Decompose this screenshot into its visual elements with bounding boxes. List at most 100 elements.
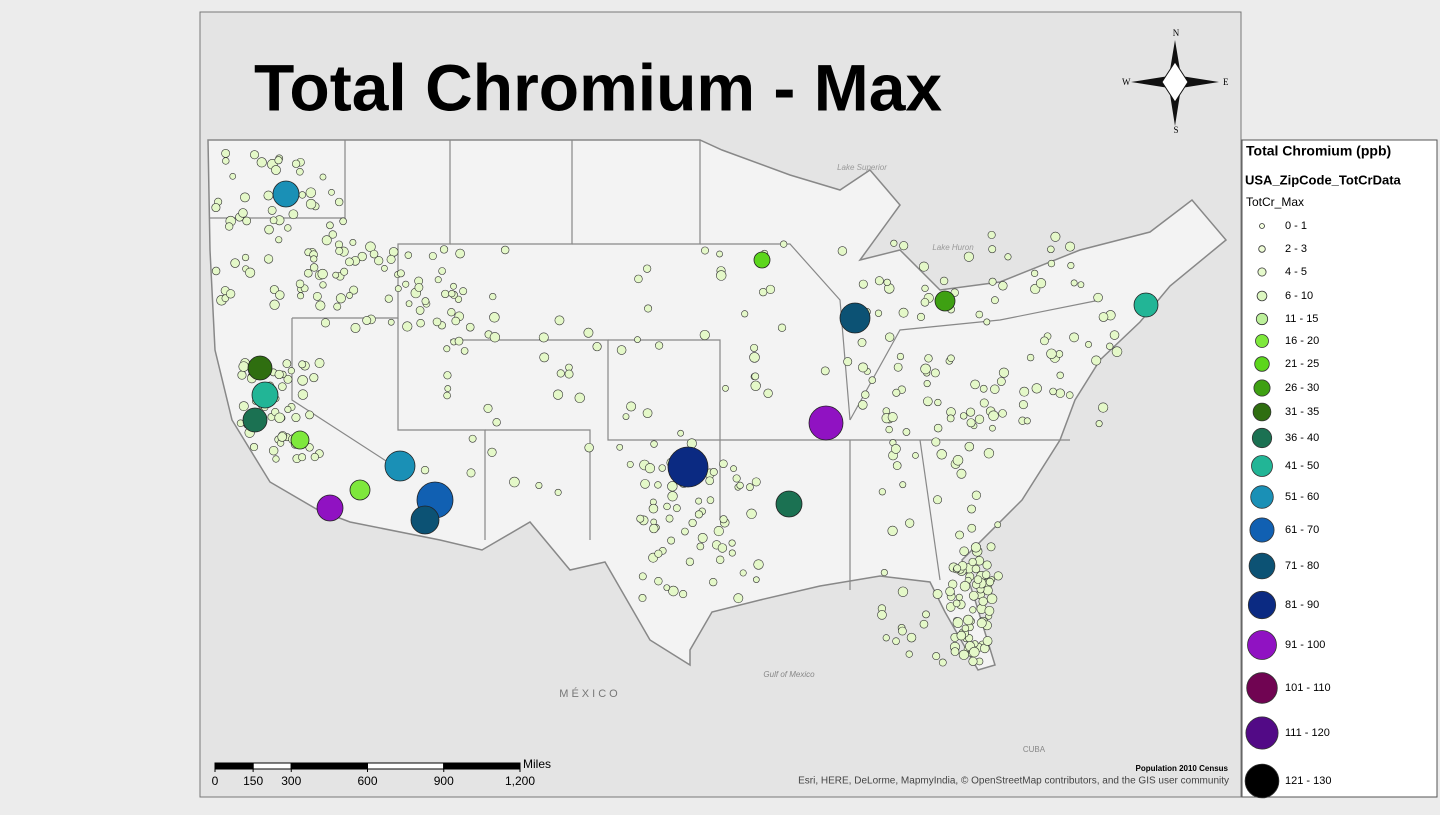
site-dot: [892, 461, 902, 470]
site-dot: [319, 281, 327, 289]
site-dot: [500, 245, 510, 255]
legend-label: 111 - 120: [1285, 727, 1330, 739]
site-dot: [638, 593, 647, 602]
site-dot: [1098, 402, 1109, 413]
site-dot: [314, 358, 325, 368]
site-dot: [983, 318, 991, 326]
site-dot: [297, 389, 309, 400]
site-dot: [346, 291, 353, 299]
site-dot: [905, 650, 913, 658]
site-dot: [837, 246, 848, 256]
site-dot: [920, 298, 930, 307]
site-dot: [857, 338, 867, 347]
us-land: [207, 139, 1228, 671]
site-dot: [402, 280, 410, 288]
site-dot: [971, 490, 981, 500]
site-dot: [719, 515, 728, 524]
site-dot: [732, 474, 741, 483]
site-dot: [902, 428, 911, 436]
legend-label: 0 - 1: [1285, 220, 1307, 232]
site-dot: [922, 610, 930, 619]
site-dot: [312, 291, 322, 301]
site-dot: [998, 367, 1009, 378]
site-dot: [616, 443, 624, 451]
site-dot: [298, 453, 307, 462]
site-dot: [1056, 371, 1064, 379]
legend-label: 51 - 60: [1285, 491, 1319, 503]
site-dot: [979, 384, 988, 393]
scale-segment: [214, 762, 254, 770]
site-dot: [339, 217, 347, 226]
site-dot: [923, 396, 933, 407]
scale-unit: Miles: [523, 757, 551, 771]
site-dot: [956, 468, 967, 479]
legend-symbol: [1259, 223, 1265, 229]
site-dot: [454, 336, 464, 346]
site-dot: [934, 398, 942, 407]
legend-symbol: [1254, 356, 1270, 372]
scale-tick-label: 900: [434, 774, 454, 788]
site-dot: [765, 284, 776, 294]
site-dot: [885, 425, 893, 434]
site-dots: [211, 148, 1159, 667]
site-dot: [622, 413, 630, 420]
legend-symbol: [1249, 517, 1275, 543]
site-dot: [274, 412, 285, 424]
site-dot: [272, 455, 280, 463]
site-dot: [874, 276, 884, 286]
legend-symbol: [1258, 245, 1266, 253]
site-dot: [1035, 278, 1047, 289]
legend-label: 121 - 130: [1285, 775, 1331, 787]
site-dot: [961, 624, 970, 632]
site-dot: [616, 345, 627, 355]
site-dot: [1111, 346, 1123, 357]
site-dot: [309, 373, 319, 383]
site-dot: [251, 381, 279, 409]
legend-label: 41 - 50: [1285, 460, 1319, 472]
site-dot: [444, 385, 452, 392]
site-dot: [221, 148, 231, 158]
site-dot: [716, 270, 727, 281]
site-dot: [539, 352, 550, 363]
site-dot: [349, 285, 359, 295]
site-dot: [1095, 420, 1103, 428]
site-dot: [1031, 383, 1042, 394]
site-dot: [1031, 269, 1039, 277]
site-dot: [1047, 245, 1055, 254]
site-dot: [959, 546, 969, 556]
site-dot: [1018, 400, 1028, 410]
site-dot: [394, 285, 402, 293]
site-dot: [1098, 312, 1109, 322]
site-dot: [644, 463, 656, 474]
site-dot: [967, 523, 977, 533]
site-dot: [305, 187, 317, 198]
site-dot: [434, 276, 442, 284]
site-dot: [1023, 417, 1031, 425]
site-dot: [644, 304, 653, 313]
site-dot: [946, 414, 955, 423]
site-dot: [448, 290, 456, 298]
site-dot: [574, 392, 585, 404]
site-dot: [885, 332, 895, 342]
site-dot: [340, 267, 349, 276]
site-dot: [667, 446, 709, 488]
site-dot: [983, 448, 995, 459]
site-dot: [688, 518, 697, 528]
site-dot: [887, 525, 898, 536]
legend-symbol: [1255, 334, 1269, 348]
label-gulf: Gulf of Mexico: [763, 670, 815, 679]
site-dot: [728, 539, 736, 547]
legend-symbol: [1248, 552, 1276, 580]
site-dot: [489, 292, 497, 301]
site-dot: [946, 602, 956, 612]
site-dot: [305, 410, 314, 420]
site-dot: [455, 248, 465, 259]
site-dot: [753, 576, 760, 583]
site-dot: [751, 372, 760, 381]
site-dot: [877, 610, 887, 620]
site-dot: [384, 294, 393, 303]
site-dot: [535, 481, 543, 489]
site-dot: [668, 585, 679, 597]
site-dot: [890, 443, 901, 454]
site-dot: [1055, 350, 1064, 358]
